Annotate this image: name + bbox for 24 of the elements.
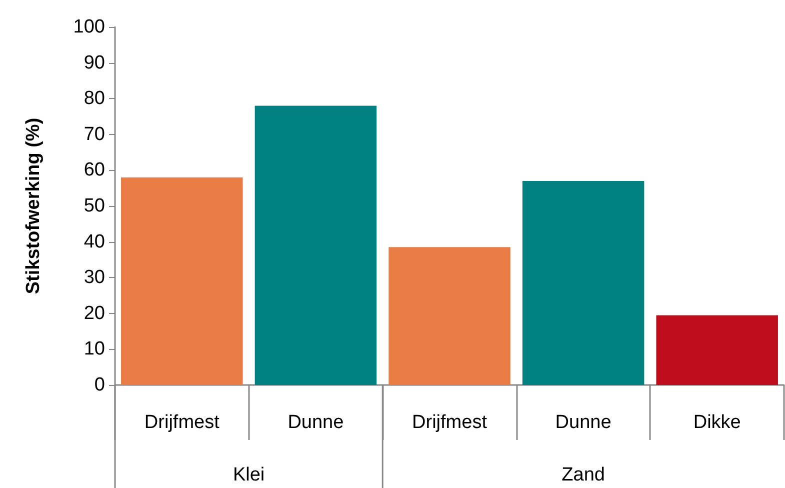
y-tick-label: 70 (84, 124, 105, 145)
y-tick-label: 0 (94, 374, 105, 396)
x-tick-label: Dunne (555, 412, 612, 433)
x-tick-label: Dunne (288, 412, 344, 433)
y-tick-label: 60 (84, 160, 105, 181)
x-tick-label: Drijfmest (412, 412, 488, 433)
text: Zand (562, 464, 605, 486)
bar (388, 247, 510, 385)
y-tick-label: 80 (84, 88, 105, 110)
x-tick-label: Dikke (693, 412, 741, 433)
x-tick-label: Drijfmest (144, 412, 220, 433)
bar (121, 177, 243, 385)
y-tick-label: 20 (84, 302, 105, 324)
bar (656, 315, 778, 385)
bar (522, 180, 644, 385)
y-axis-title: Stikstofwerking (%) (23, 118, 44, 294)
bar (254, 106, 377, 385)
y-tick-label: 30 (84, 267, 105, 288)
y-tick-label: 40 (84, 231, 105, 252)
y-tick-label: 50 (84, 196, 105, 216)
y-tick-label: 90 (84, 52, 105, 74)
text: Klei (232, 464, 265, 486)
y-tick-label: 10 (84, 338, 105, 360)
y-tick-label: 100 (73, 16, 105, 38)
